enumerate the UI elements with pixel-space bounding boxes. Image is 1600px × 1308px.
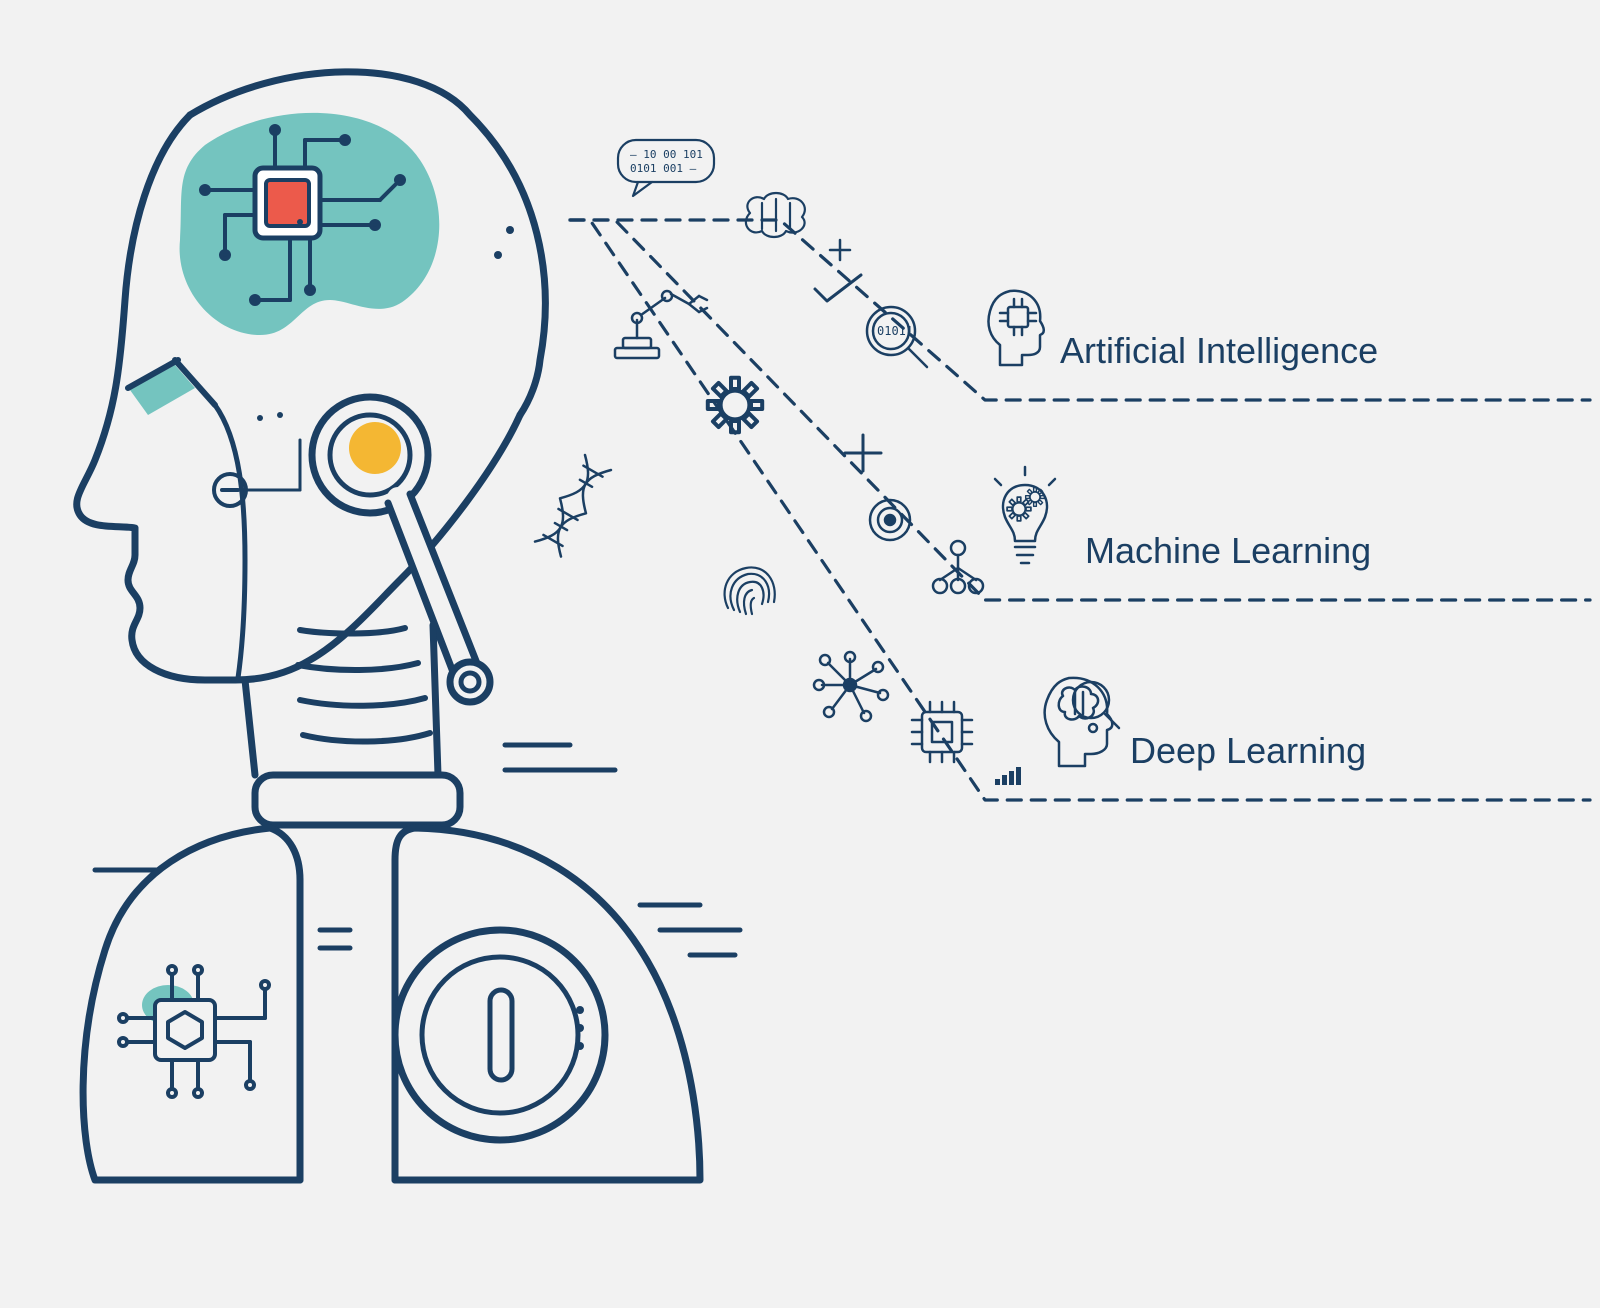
- svg-text:— 10 00 101: — 10 00 101: [630, 148, 703, 161]
- plus-large-icon: [845, 435, 881, 471]
- ai-infographic: — 10 00 101 0101 001 —: [0, 0, 1600, 1308]
- dna-icon: [535, 455, 611, 557]
- branches-svg: — 10 00 101 0101 001 —: [0, 0, 1600, 1308]
- speech-binary-icon: — 10 00 101 0101 001 —: [618, 140, 714, 196]
- brain-icon: [746, 193, 805, 237]
- bar-chart-icon: [995, 767, 1021, 785]
- magnifier-binary-icon: 01011: [867, 307, 927, 367]
- target-icon: [870, 500, 910, 540]
- label-ml: Machine Learning: [1085, 530, 1371, 572]
- tree-graph-icon: [933, 541, 983, 593]
- label-dl: Deep Learning: [1130, 730, 1366, 772]
- label-ai: Artificial Intelligence: [1060, 330, 1378, 372]
- ai-head-chip-icon: [988, 291, 1043, 365]
- plus-small-icon: [830, 240, 850, 260]
- checkmark-icon: [815, 275, 861, 301]
- branch-ai-line: [570, 220, 1590, 400]
- ai-head-circuit-icon: [1045, 678, 1119, 766]
- fingerprint-icon: [725, 567, 775, 614]
- cpu-chip-icon: [912, 702, 972, 762]
- svg-text:0101 001 —: 0101 001 —: [630, 162, 697, 175]
- gear-icon: [697, 367, 774, 444]
- svg-text:01011: 01011: [877, 324, 913, 338]
- lightbulb-gears-icon: [995, 467, 1055, 563]
- network-icon: [814, 652, 888, 721]
